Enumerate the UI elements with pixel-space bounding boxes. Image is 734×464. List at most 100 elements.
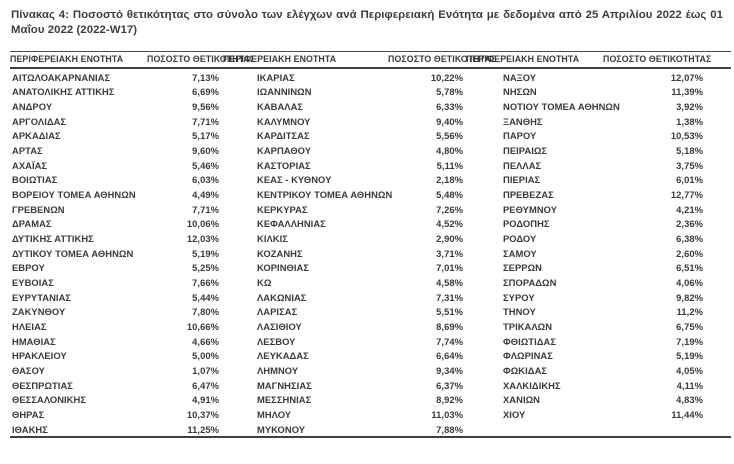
table-body: ΑΙΤΩΛΟΑΚΑΡΝΑΝΙΑΣ 7,13% ΙΚΑΡΙΑΣ 10,22% ΝΑΞΟΥ 1… (10, 69, 731, 439)
table-row: ΑΙΤΩΛΟΑΚΑΡΝΑΝΙΑΣ 7,13% ΙΚΑΡΙΑΣ 10,22% ΝΑΞΟΥ 1… (10, 70, 731, 85)
positivity-cell: 9,40% (436, 115, 463, 127)
positivity-cell: 7,19% (676, 335, 703, 347)
positivity-cell: 6,69% (192, 86, 219, 98)
positivity-cell: 7,71% (192, 115, 219, 127)
table-row: ΖΑΚΥΝΘΟΥ 7,80% ΛΑΡΙΣΑΣ 5,51% ΤΗΝΟΥ 11,2% (10, 305, 731, 320)
region-cell: ΤΗΝΟΥ (503, 306, 536, 318)
region-cell: ΖΑΚΥΝΘΟΥ (12, 306, 66, 318)
region-cell: ΙΩΑΝΝΙΝΩΝ (257, 86, 312, 98)
table-row: ΑΝΑΤΟΛΙΚΗΣ ΑΤΤΙΚΗΣ 6,69% ΙΩΑΝΝΙΝΩΝ 5,78% ΝΗΣ… (10, 85, 731, 100)
positivity-cell: 2,36% (676, 218, 703, 230)
region-cell: ΑΡΚΑΔΙΑΣ (12, 130, 61, 142)
positivity-cell: 5,44% (192, 291, 219, 303)
region-cell: ΜΑΓΝΗΣΙΑΣ (257, 379, 312, 391)
table-row: ΘΕΣΠΡΩΤΙΑΣ 6,47% ΜΑΓΝΗΣΙΑΣ 6,37% ΧΑΛΚΙΔΙΚΗΣ 4… (10, 378, 731, 393)
positivity-cell: 4,83% (676, 394, 703, 406)
column-header-region-3: ΠΕΡΙΦΕΡΕΙΑΚΗ ΕΝΟΤΗΤΑ (466, 54, 580, 64)
region-cell: ΘΕΣΣΑΛΟΝΙΚΗΣ (12, 394, 87, 406)
region-cell: ΦΩΚΙΔΑΣ (503, 364, 548, 376)
region-cell: ΔΥΤΙΚΗΣ ΑΤΤΙΚΗΣ (12, 233, 94, 245)
region-cell: ΑΡΓΟΛΙΔΑΣ (12, 115, 67, 127)
region-cell: ΛΕΣΒΟΥ (257, 335, 296, 347)
positivity-cell: 6,51% (676, 262, 703, 274)
table-row: ΓΡΕΒΕΝΩΝ 7,71% ΚΕΡΚΥΡΑΣ 7,26% ΡΕΘΥΜΝΟΥ 4,21% (10, 202, 731, 217)
positivity-cell: 8,69% (436, 320, 463, 332)
region-cell: ΘΑΣΟΥ (12, 364, 45, 376)
region-cell: ΚΑΒΑΛΑΣ (257, 101, 304, 113)
positivity-cell: 9,56% (192, 101, 219, 113)
positivity-cell: 7,74% (436, 335, 463, 347)
table-row: ΕΒΡΟΥ 5,25% ΚΟΡΙΝΘΙΑΣ 7,01% ΣΕΡΡΩΝ 6,51% (10, 261, 731, 276)
region-cell: ΚΑΡΔΙΤΣΑΣ (257, 130, 310, 142)
positivity-cell: 4,49% (192, 189, 219, 201)
region-cell: ΡΕΘΥΜΝΟΥ (503, 203, 558, 215)
region-cell: ΝΟΤΙΟΥ ΤΟΜΕΑ ΑΘΗΝΩΝ (503, 101, 620, 113)
region-cell: ΜΥΚΟΝΟΥ (257, 423, 306, 435)
positivity-cell: 5,51% (436, 306, 463, 318)
region-cell: ΚΩ (257, 277, 272, 289)
region-cell: ΣΥΡΟΥ (503, 291, 535, 303)
table-row: ΕΥΒΟΙΑΣ 7,66% ΚΩ 4,58% ΣΠΟΡΑΔΩΝ 4,06% (10, 275, 731, 290)
column-header-region-1: ΠΕΡΙΦΕΡΕΙΑΚΗ ΕΝΟΤΗΤΑ (10, 54, 124, 64)
region-cell: ΡΟΔΟΠΗΣ (503, 218, 550, 230)
positivity-cell: 5,48% (436, 189, 463, 201)
region-cell: ΠΑΡΟΥ (503, 130, 537, 142)
positivity-cell: 6,03% (192, 174, 219, 186)
positivity-cell: 11,03% (431, 408, 463, 420)
positivity-cell: 5,25% (192, 262, 219, 274)
positivity-cell: 2,18% (436, 174, 463, 186)
positivity-cell: 7,26% (436, 203, 463, 215)
region-cell: ΠΕΙΡΑΙΩΣ (503, 145, 548, 157)
positivity-cell: 4,91% (192, 394, 219, 406)
positivity-cell: 11,25% (187, 423, 219, 435)
positivity-cell: 7,71% (192, 203, 219, 215)
region-cell: ΚΑΣΤΟΡΙΑΣ (257, 159, 311, 171)
positivity-cell: 5,11% (436, 159, 463, 171)
region-cell: ΑΧΑΪΑΣ (12, 159, 48, 171)
region-cell: ΕΥΡΥΤΑΝΙΑΣ (12, 291, 72, 303)
positivity-cell: 5,19% (676, 350, 703, 362)
region-cell: ΑΙΤΩΛΟΑΚΑΡΝΑΝΙΑΣ (12, 71, 111, 83)
table-row: ΔΡΑΜΑΣ 10,06% ΚΕΦΑΛΛΗΝΙΑΣ 4,52% ΡΟΔΟΠΗΣ 2,36% (10, 217, 731, 232)
table-row: ΗΡΑΚΛΕΙΟΥ 5,00% ΛΕΥΚΑΔΑΣ 6,64% ΦΛΩΡΙΝΑΣ 5,19% (10, 348, 731, 363)
table-row: ΑΡΚΑΔΙΑΣ 5,17% ΚΑΡΔΙΤΣΑΣ 5,56% ΠΑΡΟΥ 10,53% (10, 129, 731, 144)
positivity-cell: 6,64% (436, 350, 463, 362)
positivity-cell: 12,07% (670, 71, 703, 83)
positivity-cell: 7,66% (192, 277, 219, 289)
region-cell: ΜΗΛΟΥ (257, 408, 292, 420)
region-cell: ΘΗΡΑΣ (12, 408, 45, 420)
positivity-cell: 12,77% (670, 189, 703, 201)
positivity-cell: 5,19% (192, 247, 219, 259)
region-cell: ΝΗΣΩΝ (503, 86, 537, 98)
positivity-cell: 7,80% (192, 306, 219, 318)
region-cell: ΘΕΣΠΡΩΤΙΑΣ (12, 379, 73, 391)
region-cell: ΜΕΣΣΗΝΙΑΣ (257, 394, 312, 406)
positivity-cell: 9,34% (436, 364, 463, 376)
positivity-cell: 10,06% (186, 218, 219, 230)
table-row: ΑΡΓΟΛΙΔΑΣ 7,71% ΚΑΛΥΜΝΟΥ 9,40% ΞΑΝΘΗΣ 1,38% (10, 114, 731, 129)
positivity-cell: 7,88% (436, 423, 463, 435)
region-cell: ΚΕΑΣ - ΚΥΘΝΟΥ (257, 174, 332, 186)
table-row: ΒΟΙΩΤΙΑΣ 6,03% ΚΕΑΣ - ΚΥΘΝΟΥ 2,18% ΠΙΕΡΙΑΣ 6,… (10, 173, 731, 188)
region-cell: ΗΡΑΚΛΕΙΟΥ (12, 350, 67, 362)
region-cell: ΚΟΡΙΝΘΙΑΣ (257, 262, 310, 274)
positivity-cell: 10,22% (430, 71, 463, 83)
positivity-cell: 2,90% (436, 233, 463, 245)
region-cell: ΠΙΕΡΙΑΣ (503, 174, 541, 186)
table-row: ΑΡΤΑΣ 9,60% ΚΑΡΠΑΘΟΥ 4,80% ΠΕΙΡΑΙΩΣ 5,18% (10, 143, 731, 158)
positivity-cell: 4,06% (676, 277, 703, 289)
positivity-cell: 4,11% (676, 379, 703, 391)
positivity-cell: 6,37% (436, 379, 463, 391)
positivity-cell: 6,33% (436, 101, 463, 113)
table-row: ΑΝΔΡΟΥ 9,56% ΚΑΒΑΛΑΣ 6,33% ΝΟΤΙΟΥ ΤΟΜΕΑ ΑΘΗΝ… (10, 99, 731, 114)
region-cell: ΧΑΛΚΙΔΙΚΗΣ (503, 379, 561, 391)
table-row: ΕΥΡΥΤΑΝΙΑΣ 5,44% ΛΑΚΩΝΙΑΣ 7,31% ΣΥΡΟΥ 9,82% (10, 290, 731, 305)
region-cell: ΒΟΡΕΙΟΥ ΤΟΜΕΑ ΑΘΗΝΩΝ (12, 189, 136, 201)
region-cell: ΛΕΥΚΑΔΑΣ (257, 350, 309, 362)
positivity-cell: 8,92% (436, 394, 463, 406)
positivity-cell: 10,66% (186, 320, 219, 332)
table-row: ΔΥΤΙΚΗΣ ΑΤΤΙΚΗΣ 12,03% ΚΙΛΚΙΣ 2,90% ΡΟΔΟΥ 6,3… (10, 231, 731, 246)
positivity-cell: 1,38% (676, 115, 703, 127)
region-cell: ΣΑΜΟΥ (503, 247, 537, 259)
region-cell: ΡΟΔΟΥ (503, 233, 537, 245)
